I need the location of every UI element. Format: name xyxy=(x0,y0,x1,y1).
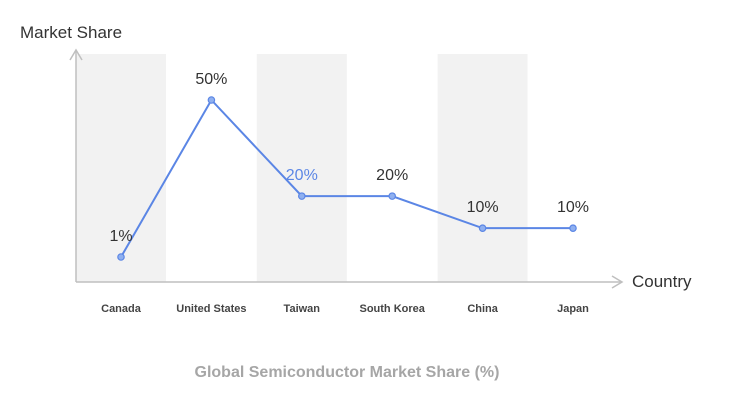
data-point xyxy=(117,253,125,261)
category-bands xyxy=(76,54,528,282)
data-point xyxy=(569,224,577,232)
x-tick-label: South Korea xyxy=(359,303,425,315)
x-tick-label: China xyxy=(467,303,498,315)
x-tick-label: United States xyxy=(176,303,246,315)
chart-title: Global Semiconductor Market Share (%) xyxy=(195,364,500,381)
axes xyxy=(69,48,624,289)
x-axis-label: Country xyxy=(632,272,692,291)
data-point xyxy=(207,96,216,104)
data-label: 10% xyxy=(557,199,589,216)
data-points xyxy=(117,96,577,261)
category-band xyxy=(437,54,528,282)
data-label: 20% xyxy=(286,167,318,184)
x-tick-label: Japan xyxy=(557,303,589,315)
y-axis-label: Market Share xyxy=(20,23,122,42)
category-band xyxy=(76,54,166,282)
data-labels: 1% 50% 20% 20% 10% 10% xyxy=(109,71,589,245)
category-band xyxy=(256,54,347,282)
x-axis-arrow-icon xyxy=(611,275,624,289)
x-tick-label: Canada xyxy=(101,303,142,315)
data-label: 10% xyxy=(467,199,499,216)
series-line xyxy=(120,98,573,258)
data-point xyxy=(388,192,397,200)
data-point xyxy=(478,224,487,232)
data-label: 50% xyxy=(195,71,227,88)
x-tick-label: Taiwan xyxy=(284,303,321,315)
x-tick-labels: Canada United States Taiwan South Korea Chin… xyxy=(101,303,589,315)
data-label: 20% xyxy=(376,167,408,184)
y-axis-arrow-icon xyxy=(69,48,83,61)
data-label: 1% xyxy=(109,228,132,245)
data-point xyxy=(297,192,306,200)
